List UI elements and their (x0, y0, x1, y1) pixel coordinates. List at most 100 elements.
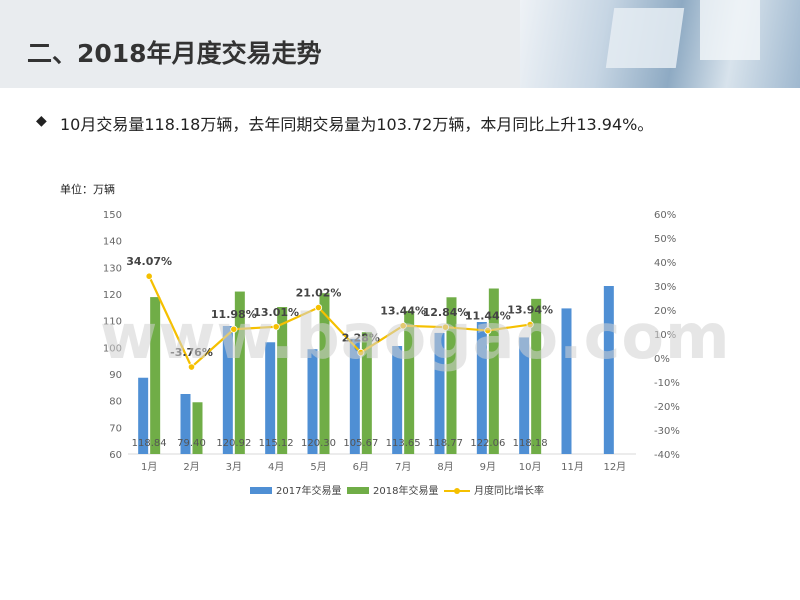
bar-value-label: 120.30 (301, 438, 336, 449)
y-left-tick-label: 130 (103, 263, 122, 274)
bar-2017 (561, 308, 572, 454)
x-tick-label: 1月 (141, 461, 157, 473)
watermark: www.baogao.com (100, 300, 731, 373)
x-tick-label: 12月 (603, 461, 626, 473)
bar-2017 (476, 322, 487, 454)
growth-point (145, 272, 153, 280)
bar-value-label: 120.92 (216, 438, 251, 449)
x-tick-label: 4月 (268, 461, 284, 473)
y-right-tick-label: 10% (654, 330, 676, 341)
y-right-tick-label: 30% (654, 282, 676, 293)
y-right-tick-label: -30% (654, 426, 680, 437)
bar-2018 (404, 310, 415, 454)
bar-value-label: 105.67 (343, 438, 378, 449)
y-left-tick-label: 80 (109, 397, 122, 408)
legend-label-2018: 2018年交易量 (373, 484, 438, 497)
growth-point (357, 348, 365, 357)
x-tick-label: 7月 (395, 461, 411, 473)
y-right-tick-label: 60% (654, 210, 676, 221)
y-right-tick-label: 40% (654, 258, 676, 269)
bar-value-label: 115.12 (259, 438, 294, 449)
header-photo-block (700, 0, 760, 60)
y-right-tick-label: -20% (654, 402, 680, 413)
legend-marker-growth (454, 488, 460, 494)
growth-point (441, 323, 450, 331)
legend-label-2017: 2017年交易量 (276, 484, 341, 497)
summary-text: 10月交易量118.18万辆，去年同期交易量为103.72万辆，本月同比上升13… (60, 115, 654, 134)
growth-data-label: 13.44% (380, 305, 426, 318)
x-tick-label: 8月 (437, 461, 453, 473)
y-left-tick-label: 150 (103, 210, 122, 221)
bar-2017 (138, 377, 149, 454)
y-left-tick-label: 140 (103, 237, 122, 248)
bar-2017 (603, 286, 614, 454)
legend-swatch-2018 (347, 487, 369, 494)
unit-label: 单位：万辆 (60, 183, 115, 196)
bar-2017 (349, 338, 360, 454)
bar-2017 (180, 394, 191, 454)
y-right-tick-label: 0% (654, 354, 670, 365)
growth-point (272, 323, 280, 331)
bar-2017 (265, 342, 276, 454)
growth-point (399, 322, 407, 330)
y-right-tick-label: -10% (654, 378, 680, 389)
y-left-tick-label: 70 (109, 423, 122, 434)
y-left-tick-label: 60 (109, 450, 122, 461)
bar-2017 (392, 346, 403, 454)
bar-2018 (319, 293, 330, 454)
y-right-tick-label: 50% (654, 234, 676, 245)
bar-value-label: 79.40 (177, 438, 206, 449)
growth-data-label: 2.28% (342, 332, 380, 345)
growth-point (526, 320, 534, 329)
x-tick-label: 6月 (353, 461, 369, 473)
growth-point (187, 363, 196, 371)
growth-data-label: 21.02% (296, 287, 342, 300)
bar-2018 (192, 402, 203, 454)
bar-2018 (277, 307, 288, 454)
bar-value-label: 118.77 (428, 438, 463, 449)
legend-label-growth: 月度同比增长率 (474, 484, 544, 497)
x-tick-label: 9月 (480, 461, 496, 473)
legend-swatch-2017 (250, 487, 272, 494)
x-tick-label: 11月 (561, 461, 584, 473)
bar-value-label: 118.18 (513, 438, 548, 449)
growth-data-label: 11.98% (211, 308, 257, 321)
growth-line (148, 275, 531, 369)
y-left-tick-label: 90 (109, 370, 122, 381)
bar-2018 (150, 297, 161, 454)
growth-data-label: 11.44% (465, 310, 511, 323)
x-tick-label: 2月 (183, 461, 199, 473)
x-tick-label: 10月 (519, 461, 542, 473)
growth-data-label: 34.07% (126, 255, 172, 268)
growth-point (230, 325, 238, 333)
bar-2017 (307, 349, 318, 454)
bar-2017 (519, 337, 530, 454)
growth-point (484, 326, 492, 335)
growth-data-label: 13.01% (253, 306, 299, 319)
bar-2018 (234, 291, 245, 454)
bar-value-label: 113.65 (386, 438, 421, 449)
bar-2018 (488, 288, 499, 454)
bar-value-label: 118.84 (132, 438, 167, 449)
bar-2018 (446, 297, 457, 454)
y-right-tick-label: -40% (654, 450, 680, 461)
bar-2018 (531, 298, 542, 454)
bar-2017 (222, 326, 233, 454)
bar-2017 (434, 332, 445, 454)
bar-2018 (361, 332, 372, 454)
y-left-tick-label: 110 (103, 317, 122, 328)
x-tick-label: 3月 (226, 461, 242, 473)
growth-data-label: 13.94% (507, 304, 553, 317)
growth-data-label: 12.84% (423, 306, 469, 319)
y-left-tick-label: 100 (103, 343, 122, 354)
growth-data-label: -3.76% (170, 346, 213, 359)
x-tick-label: 5月 (310, 461, 326, 473)
bullet-icon: ◆ (36, 113, 47, 129)
bar-value-label: 122.06 (470, 438, 505, 449)
slide-title: 二、2018年月度交易走势 (27, 39, 322, 68)
growth-point (314, 303, 323, 312)
y-left-tick-label: 120 (103, 290, 122, 301)
y-right-tick-label: 20% (654, 306, 676, 317)
slide-header: 二、2018年月度交易走势 (0, 0, 800, 88)
